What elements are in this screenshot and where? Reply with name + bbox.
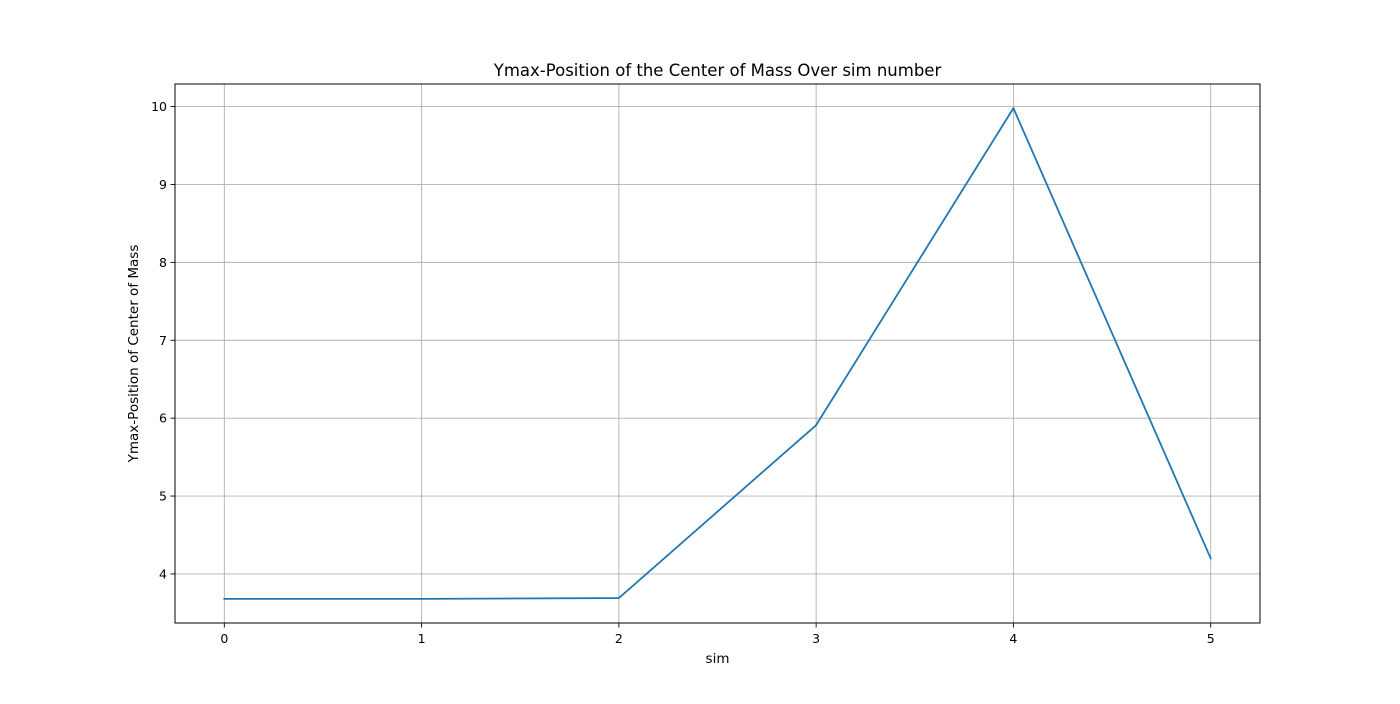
x-tick-label: 0 xyxy=(220,631,228,646)
chart-title: Ymax-Position of the Center of Mass Over… xyxy=(493,61,942,80)
x-tick-label: 1 xyxy=(418,631,426,646)
y-tick-label: 8 xyxy=(159,255,167,270)
y-tick-label: 5 xyxy=(159,489,167,504)
axis-ticks: 0 1 2 3 4 5 4 5 6 7 8 9 10 xyxy=(151,99,1215,646)
y-tick-label: 7 xyxy=(159,333,167,348)
x-axis-label: sim xyxy=(706,651,730,667)
y-tick-label: 4 xyxy=(159,566,167,581)
series-line xyxy=(223,107,1212,600)
x-tick-label: 5 xyxy=(1207,631,1215,646)
y-tick-label: 10 xyxy=(151,99,167,114)
grid-lines xyxy=(175,84,1260,623)
x-tick-label: 2 xyxy=(615,631,623,646)
y-axis-label: Ymax-Position of Center of Mass xyxy=(126,245,142,464)
series-lines xyxy=(223,107,1212,600)
x-tick-label: 3 xyxy=(812,631,820,646)
y-tick-label: 9 xyxy=(159,177,167,192)
plot-area-frame xyxy=(174,83,1261,624)
y-tick-label: 6 xyxy=(159,411,167,426)
x-tick-label: 4 xyxy=(1009,631,1017,646)
